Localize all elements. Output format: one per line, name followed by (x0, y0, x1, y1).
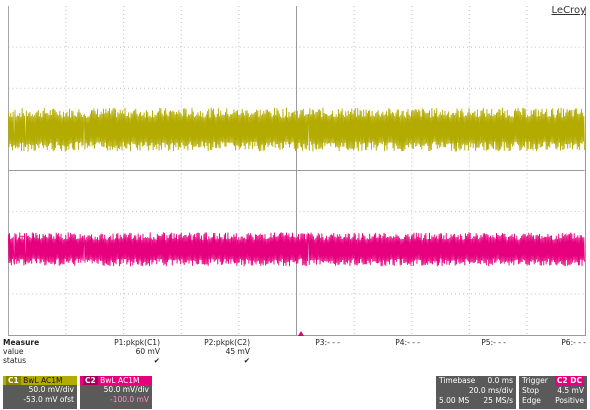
trigger-position-arrow[interactable] (298, 331, 304, 336)
channel-1-scale: 50.0 mV/div (28, 385, 74, 394)
brand-logo: LeCroy (551, 5, 586, 16)
timebase-scale: 20.0 ms/div (468, 386, 513, 395)
measure-column-p5[interactable]: P5:- - - (466, 338, 506, 347)
channel-1-descriptor[interactable]: C1 BwL AC1M 50.0 mV/div -53.0 mV ofst (3, 376, 77, 409)
channel-1-tag: C1 (6, 376, 21, 385)
measure-column-p4[interactable]: P4:- - - (380, 338, 420, 347)
measure-param-name: P6:- - - (561, 338, 586, 347)
measure-param-value: 60 mV (135, 347, 160, 356)
channel-1-offset: -53.0 mV ofst (23, 395, 74, 404)
channel-1-trace (8, 107, 585, 152)
timebase-delay: 0.0 ms (487, 376, 513, 385)
channel-2-tag: C2 (83, 376, 98, 385)
waveform-display[interactable]: LeCroy C1 C2 (0, 0, 590, 336)
channel-1-marker[interactable]: C1 (16, 119, 26, 130)
channel-2-coupling: BwL AC1M (100, 376, 140, 385)
trigger-mode: Stop (522, 386, 540, 395)
channel-2-trace (8, 232, 585, 267)
timebase-label: Timebase (439, 376, 476, 385)
measure-header: Measure (3, 338, 40, 347)
timebase-rate: 25 MS/s (483, 396, 513, 405)
trigger-source-tag: C2 DC (554, 376, 584, 386)
trigger-type: Edge (522, 396, 541, 405)
measure-column-p1[interactable]: P1:pkpk(C1) 60 mV ✔ (100, 338, 160, 365)
measure-param-status: ✔ (153, 356, 160, 365)
trigger-level: 4.5 mV (557, 386, 584, 395)
channel-2-marker[interactable]: C2 (16, 235, 26, 246)
channel-2-descriptor[interactable]: C2 BwL AC1M 50.0 mV/div -100.0 mV (80, 376, 152, 409)
channel-2-scale: 50.0 mV/div (103, 385, 149, 394)
status-row-label: status (3, 356, 27, 365)
graticule (8, 6, 586, 336)
measure-param-value: 45 mV (225, 347, 250, 356)
measure-column-p6[interactable]: P6:- - - (546, 338, 586, 347)
measure-param-status: ✔ (243, 356, 250, 365)
trigger-slope: Positive (555, 396, 584, 405)
measure-column-p3[interactable]: P3:- - - (300, 338, 340, 347)
measure-param-name: P4:- - - (395, 338, 420, 347)
channel-2-offset: -100.0 mV (110, 395, 149, 404)
measure-param-name: P1:pkpk(C1) (114, 338, 160, 347)
value-row-label: value (3, 347, 24, 356)
measure-column-p2[interactable]: P2:pkpk(C2) 45 mV ✔ (190, 338, 250, 365)
measure-param-name: P2:pkpk(C2) (204, 338, 250, 347)
trigger-label: Trigger (522, 376, 548, 385)
measurement-table: Measure value status P1:pkpk(C1) 60 mV ✔… (0, 338, 590, 374)
timebase-descriptor[interactable]: Timebase 0.0 ms 20.0 ms/div 5.00 MS 25 MS/… (436, 376, 516, 409)
channel-1-coupling: BwL AC1M (23, 376, 63, 385)
trigger-descriptor[interactable]: Trigger C2 DC Stop 4.5 mV Edge Positive (519, 376, 587, 409)
measure-param-name: P3:- - - (315, 338, 340, 347)
measure-param-name: P5:- - - (481, 338, 506, 347)
timebase-samples: 5.00 MS (439, 396, 470, 405)
